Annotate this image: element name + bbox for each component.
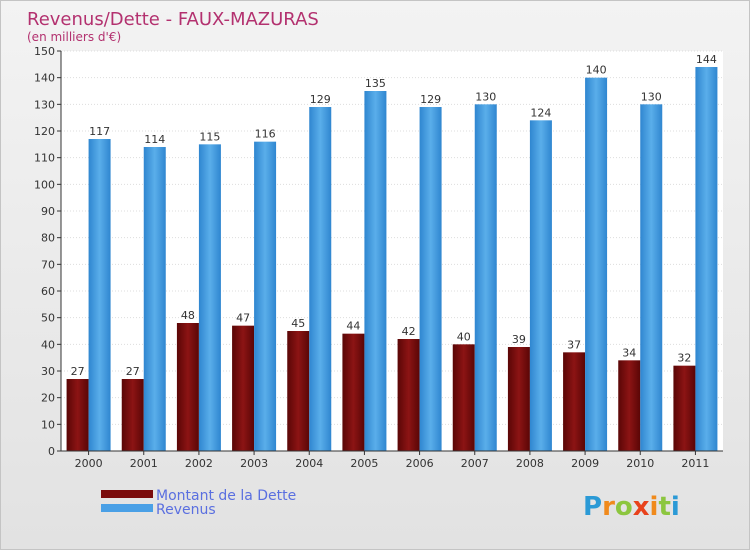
bar-dette (563, 352, 586, 451)
y-tick-label: 120 (34, 125, 55, 138)
x-tick-label: 2009 (571, 457, 599, 470)
x-tick-label: 2006 (406, 457, 434, 470)
chart-subtitle: (en milliers d'€) (27, 30, 121, 44)
data-label: 115 (199, 130, 220, 143)
data-label: 44 (346, 320, 360, 333)
bar-revenus (88, 139, 111, 451)
bar-revenus (419, 107, 442, 451)
x-tick-label: 2002 (185, 457, 213, 470)
bar-dette (618, 360, 641, 451)
x-tick-label: 2001 (130, 457, 158, 470)
bar-revenus (585, 77, 608, 452)
y-tick-label: 20 (41, 392, 55, 405)
bar-revenus (529, 120, 552, 451)
x-tick-label: 2000 (75, 457, 103, 470)
data-label: 37 (567, 338, 581, 351)
data-label: 114 (144, 133, 165, 146)
legend-label: Revenus (156, 502, 216, 518)
bar-dette (232, 325, 255, 451)
y-tick-label: 150 (34, 45, 55, 58)
data-label: 45 (291, 317, 305, 330)
data-label: 32 (677, 352, 691, 365)
data-label: 117 (89, 125, 110, 138)
y-tick-label: 100 (34, 178, 55, 191)
data-label: 140 (586, 64, 607, 77)
y-tick-label: 60 (41, 285, 55, 298)
x-tick-label: 2005 (350, 457, 378, 470)
legend-swatch (101, 504, 153, 512)
x-tick-label: 2004 (295, 457, 323, 470)
bar-revenus (640, 104, 663, 451)
data-label: 129 (420, 93, 441, 106)
bar-revenus (198, 144, 221, 452)
data-label: 48 (181, 309, 195, 322)
data-label: 47 (236, 312, 250, 325)
data-label: 27 (126, 365, 140, 378)
bar-revenus (695, 67, 718, 451)
legend-label: Montant de la Dette (156, 488, 296, 504)
grid-lines (61, 50, 723, 452)
bar-dette (66, 379, 89, 451)
chart-title: Revenus/Dette - FAUX-MAZURAS (27, 9, 319, 30)
x-tick-label: 2008 (516, 457, 544, 470)
bar-dette (507, 347, 530, 451)
bar-dette (397, 339, 420, 451)
bar-revenus (143, 147, 166, 451)
axes: 0 10 20 30 40 50 60 70 80 90 100 110 120 130 140 150 200… (34, 45, 723, 470)
data-label: 27 (71, 365, 85, 378)
bar-dette (121, 379, 144, 451)
bar-revenus (474, 104, 497, 451)
x-tick-label: 2011 (681, 457, 709, 470)
data-label: 130 (475, 90, 496, 103)
bar-dette (287, 331, 310, 451)
bar-dette (342, 333, 365, 451)
x-tick-label: 2007 (461, 457, 489, 470)
data-labels: 27 117 27 114 48 115 47 116 45 129 44 135 42 129 40 130… (71, 53, 717, 378)
data-label: 130 (641, 90, 662, 103)
y-tick-label: 40 (41, 338, 55, 351)
data-label: 39 (512, 333, 526, 346)
bar-dette (452, 344, 475, 451)
data-label: 124 (530, 106, 551, 119)
plot-area (61, 51, 723, 451)
data-label: 144 (696, 53, 717, 66)
bar-dette (176, 323, 199, 451)
y-tick-label: 0 (48, 445, 55, 458)
y-tick-label: 10 (41, 418, 55, 431)
data-label: 40 (457, 330, 471, 343)
x-tick-label: 2010 (626, 457, 654, 470)
x-tick-label: 2003 (240, 457, 268, 470)
y-tick-label: 70 (41, 258, 55, 271)
y-tick-label: 90 (41, 205, 55, 218)
y-tick-label: 80 (41, 232, 55, 245)
data-label: 116 (255, 128, 276, 141)
y-tick-label: 140 (34, 72, 55, 85)
bars (66, 67, 718, 452)
y-tick-label: 130 (34, 98, 55, 111)
bar-revenus (309, 107, 332, 451)
data-label: 42 (402, 325, 416, 338)
bar-revenus (364, 91, 387, 451)
proxiti-logo: Proxiti (583, 492, 680, 522)
y-tick-label: 50 (41, 312, 55, 325)
bar-dette (673, 365, 696, 451)
data-label: 135 (365, 77, 386, 90)
data-label: 34 (622, 346, 636, 359)
y-tick-label: 110 (34, 152, 55, 165)
bar-revenus (254, 141, 277, 451)
legend-swatch (101, 490, 153, 498)
data-label: 129 (310, 93, 331, 106)
y-tick-label: 30 (41, 365, 55, 378)
